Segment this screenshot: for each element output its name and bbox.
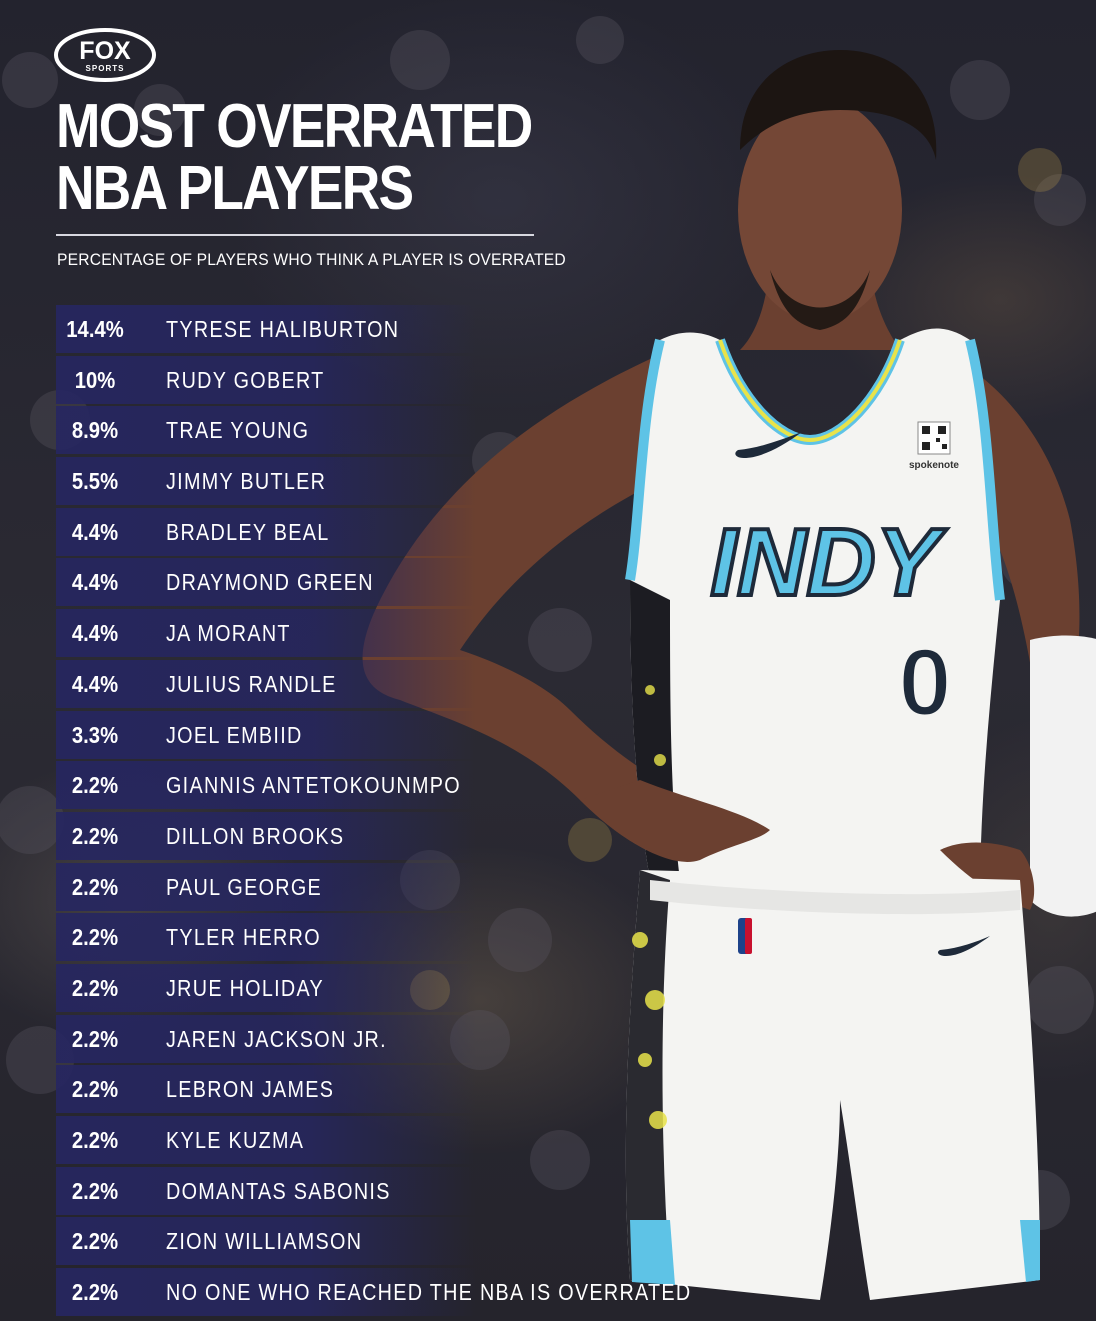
list-item: 2.2% PAUL GEORGE (56, 862, 476, 911)
player-name: PAUL GEORGE (166, 873, 322, 900)
player-name: TYLER HERRO (166, 924, 321, 951)
player-name: JIMMY BUTLER (166, 468, 327, 495)
player-photo: INDY 0 spokenote (362, 50, 1096, 1300)
player-name: LEBRON JAMES (166, 1076, 335, 1103)
fox-sports-logo: FOX SPORTS (54, 28, 156, 82)
percentage: 4.4% (71, 569, 119, 596)
percentage: 2.2% (71, 772, 119, 799)
list-item: 4.4% DRAYMOND GREEN (56, 558, 476, 607)
percentage: 2.2% (71, 1228, 119, 1255)
list-item: 2.2% DOMANTAS SABONIS (56, 1166, 476, 1215)
list-item: 10% RUDY GOBERT (56, 355, 476, 404)
percentage: 5.5% (71, 468, 119, 495)
svg-text:SPORTS: SPORTS (86, 64, 125, 73)
list-item: 2.2% LEBRON JAMES (56, 1065, 476, 1114)
list-item: 4.4% BRADLEY BEAL (56, 507, 476, 556)
player-name: DILLON BROOKS (166, 822, 345, 849)
percentage: 4.4% (71, 670, 119, 697)
player-name: JULIUS RANDLE (166, 670, 337, 697)
list-item: 5.5% JIMMY BUTLER (56, 457, 476, 506)
list-item: 2.2% JRUE HOLIDAY (56, 963, 476, 1012)
sponsor-patch: spokenote (909, 460, 959, 471)
list-item: 14.4% TYRESE HALIBURTON (56, 305, 476, 353)
jersey-number: 0 (898, 629, 951, 736)
jersey-team-text: INDY (710, 509, 947, 616)
list-item: 2.2% ZION WILLIAMSON (56, 1217, 476, 1266)
player-name: DRAYMOND GREEN (166, 569, 374, 596)
player-name: DOMANTAS SABONIS (166, 1177, 391, 1204)
swoosh-icon (735, 432, 802, 458)
headline-line-1: MOST OVERRATED (56, 92, 533, 161)
percentage: 4.4% (71, 518, 119, 545)
list-item: 4.4% JA MORANT (56, 609, 476, 658)
percentage: 10% (74, 366, 116, 393)
player-name: TYRESE HALIBURTON (166, 316, 400, 342)
percentage: 4.4% (71, 620, 119, 647)
percentage: 2.2% (71, 1279, 119, 1306)
percentage: 3.3% (71, 721, 119, 748)
percentage: 8.9% (71, 417, 119, 444)
player-name: JOEL EMBIID (166, 721, 303, 748)
percentage: 2.2% (71, 873, 119, 900)
list-item: 2.2% TYLER HERRO (56, 913, 476, 962)
percentage: 2.2% (71, 1025, 119, 1052)
player-name: NO ONE WHO REACHED THE NBA IS OVERRATED (166, 1279, 692, 1306)
list-item: 8.9% TRAE YOUNG (56, 406, 476, 455)
player-name: TRAE YOUNG (166, 417, 310, 444)
player-name: GIANNIS ANTETOKOUNMPO (166, 772, 461, 799)
percentage: 2.2% (71, 924, 119, 951)
percentage: 2.2% (71, 974, 119, 1001)
subtitle: PERCENTAGE OF PLAYERS WHO THINK A PLAYER… (57, 250, 566, 269)
headline: MOST OVERRATED NBA PLAYERS (56, 92, 533, 223)
ranking-list: 14.4% TYRESE HALIBURTON 10% RUDY GOBERT 8.9%… (56, 305, 690, 1319)
list-item: 4.4% JULIUS RANDLE (56, 659, 476, 708)
percentage: 2.2% (71, 1076, 119, 1103)
percentage: 2.2% (71, 822, 119, 849)
list-item: 2.2% KYLE KUZMA (56, 1116, 476, 1164)
headline-line-2: NBA PLAYERS (56, 154, 414, 223)
title-divider (56, 234, 534, 236)
list-item: 2.2% GIANNIS ANTETOKOUNMPO (56, 761, 476, 810)
svg-text:FOX: FOX (79, 37, 131, 65)
player-name: JRUE HOLIDAY (166, 974, 324, 1001)
player-name: BRADLEY BEAL (166, 518, 330, 545)
player-name: KYLE KUZMA (166, 1127, 305, 1153)
list-item: 2.2% DILLON BROOKS (56, 811, 476, 860)
list-item: 2.2% JAREN JACKSON JR. (56, 1014, 476, 1063)
player-name: JAREN JACKSON JR. (166, 1025, 387, 1052)
list-item: 2.2% NO ONE WHO REACHED THE NBA IS OVERRA… (56, 1268, 690, 1317)
player-name: JA MORANT (166, 620, 291, 647)
player-name: RUDY GOBERT (166, 366, 325, 393)
percentage: 2.2% (71, 1177, 119, 1204)
player-name: ZION WILLIAMSON (166, 1228, 363, 1255)
percentage: 2.2% (71, 1127, 119, 1153)
list-item: 3.3% JOEL EMBIID (56, 710, 476, 759)
percentage: 14.4% (66, 316, 124, 342)
